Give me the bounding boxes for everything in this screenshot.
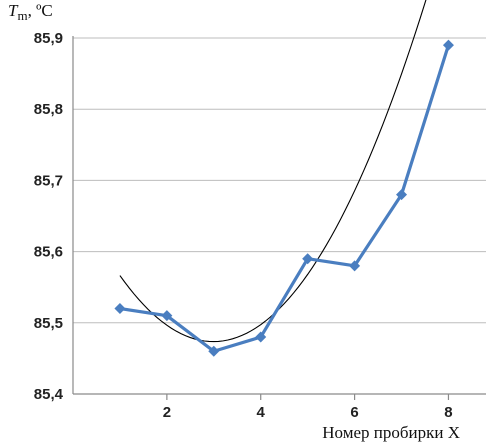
tick-label-layer: 85,4 85,5 85,6 85,7 85,8 85,9 2 4 6 8: [34, 30, 453, 421]
data-point-marker: [114, 303, 126, 315]
data-point-marker: [208, 345, 220, 357]
data-point-marker: [396, 189, 408, 201]
y-tick-label: 85,4: [34, 386, 64, 403]
y-tick-label: 85,7: [34, 172, 63, 189]
y-axis-title-subscript: m: [17, 8, 27, 23]
y-axis-title-symbol: T: [8, 1, 19, 20]
series-layer: [114, 39, 454, 357]
polynomial-trendline: [119, 0, 427, 343]
y-tick-label: 85,9: [34, 30, 63, 47]
series-line: [118, 43, 451, 353]
x-tick-label: 6: [350, 404, 358, 421]
y-tick-label: 85,5: [34, 315, 63, 332]
y-axis-title-unit: , ºC: [28, 1, 53, 20]
data-point-marker: [255, 331, 267, 343]
data-point-marker: [349, 260, 361, 272]
y-axis-title: Tm, ºC: [8, 1, 53, 23]
x-tick-label: 2: [163, 404, 171, 421]
data-point-marker: [302, 253, 314, 265]
x-tick-label: 8: [444, 404, 452, 421]
data-point-marker: [161, 310, 173, 322]
y-tick-label: 85,6: [34, 244, 63, 261]
trendline-layer: [119, 0, 427, 343]
axis-layer: [72, 36, 486, 400]
data-point-marker: [442, 39, 454, 51]
y-tick-label: 85,8: [34, 101, 63, 118]
x-tick-label: 4: [257, 404, 266, 421]
grid-layer: [73, 37, 486, 324]
x-axis-title: Номер пробирки X: [322, 423, 460, 442]
